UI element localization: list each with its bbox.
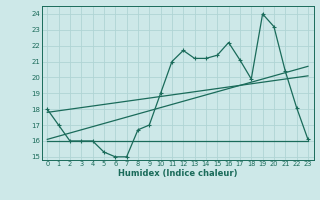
X-axis label: Humidex (Indice chaleur): Humidex (Indice chaleur)	[118, 169, 237, 178]
